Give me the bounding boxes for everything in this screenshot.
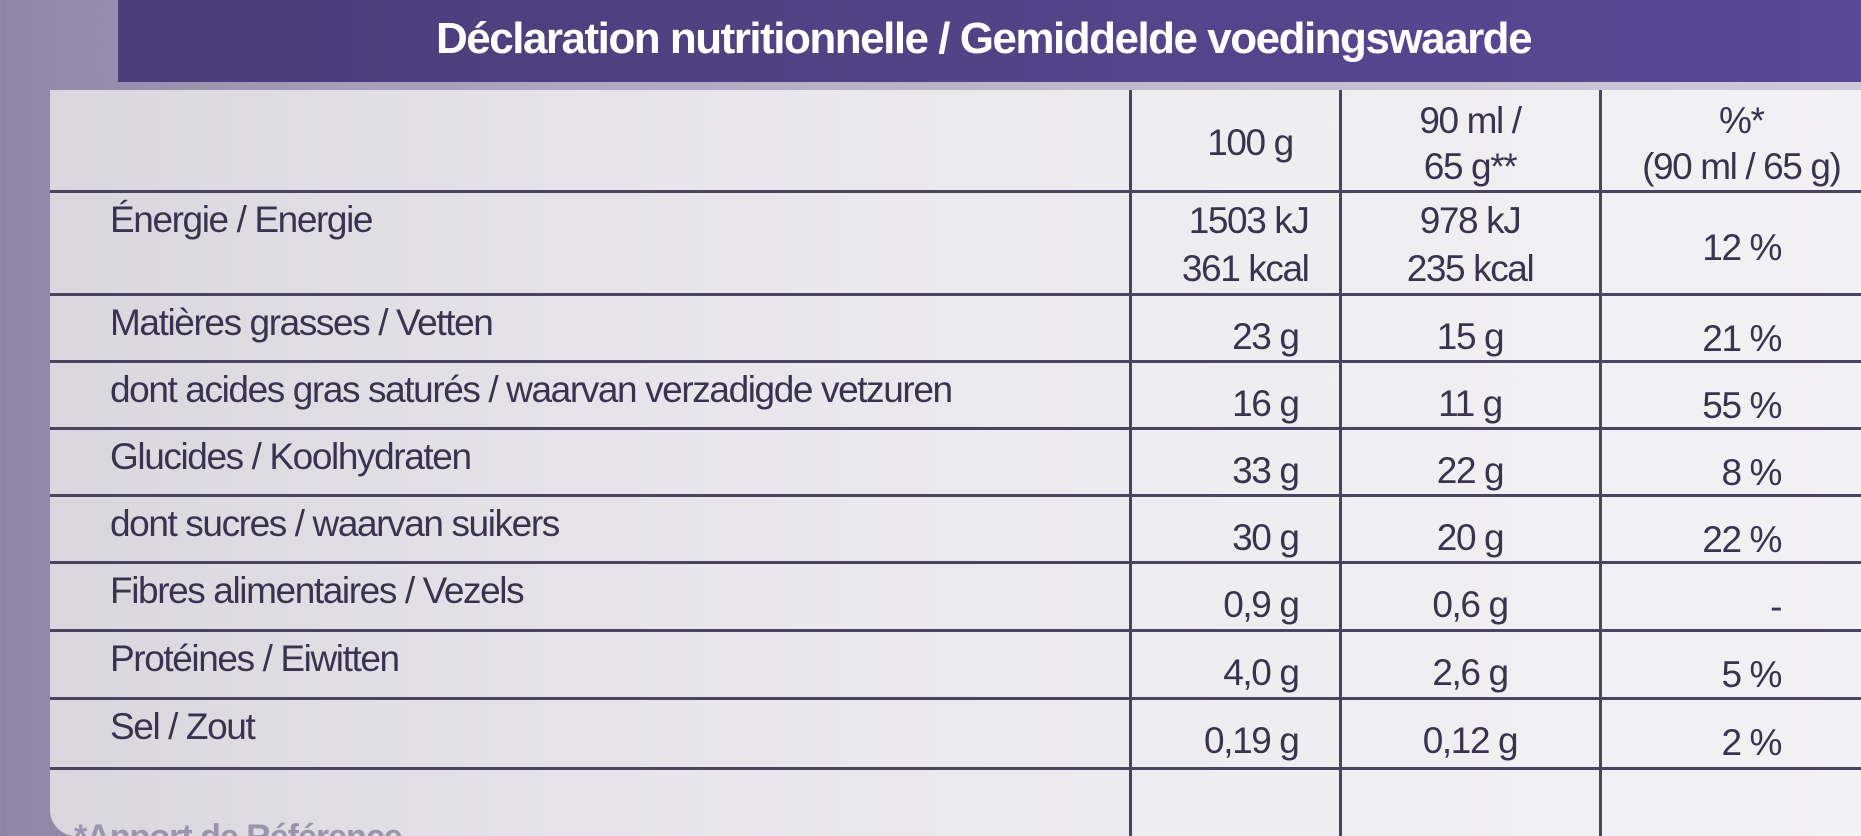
row-label: Fibres alimentaires / Vezels [50, 561, 1132, 632]
row-label: Protéines / Eiwitten [50, 629, 1132, 700]
energy-per-serving-kcal: 235 kcal [1406, 248, 1535, 289]
nutrition-table-area: 100 g 90 ml / 65 g** %* (90 ml / 65 g) É… [50, 90, 1861, 836]
table-row-energy: Énergie / Energie 1503 kJ 361 kcal 978 k… [50, 190, 1861, 296]
value-per-serving: 0,12 g [1338, 697, 1602, 770]
energy-per-100g: 1503 kJ 361 kcal [1128, 190, 1342, 296]
table-row: Protéines / Eiwitten 4,0 g 2,6 g 5 % [50, 629, 1861, 700]
row-label: Matières grasses / Vetten [50, 293, 1132, 363]
value-per-100g: 33 g [1128, 427, 1342, 497]
value-reference-intake: 22 % [1598, 494, 1861, 564]
table-row: dont acides gras saturés / waarvan verza… [50, 360, 1861, 430]
row-label: dont sucres / waarvan suikers [50, 494, 1132, 564]
value-reference-intake: 2 % [1598, 697, 1861, 770]
row-label: Glucides / Koolhydraten [50, 427, 1132, 497]
energy-per-serving-kj: 978 kJ [1419, 200, 1522, 241]
value-per-serving: 22 g [1338, 427, 1602, 497]
nutrition-title: Déclaration nutritionnelle / Gemiddelde … [118, 0, 1861, 82]
value-per-100g [1128, 767, 1342, 836]
serving-header-line2: 65 g** [1423, 146, 1518, 187]
row-label: Sel / Zout [50, 697, 1132, 770]
value-per-serving: 15 g [1338, 293, 1602, 363]
value-per-100g: 0,19 g [1128, 697, 1342, 770]
row-label-energy: Énergie / Energie [50, 190, 1132, 296]
serving-header-line1: 90 ml / [1419, 100, 1522, 141]
row-label: dont acides gras saturés / waarvan verza… [50, 360, 1132, 430]
header-empty-cell [50, 90, 1132, 193]
table-row: Sel / Zout 0,19 g 0,12 g 2 % [50, 697, 1861, 770]
ri-header-line1: %* [1719, 100, 1765, 141]
row-label [50, 767, 1132, 836]
value-per-100g: 23 g [1128, 293, 1342, 363]
table-row: Fibres alimentaires / Vezels 0,9 g 0,6 g… [50, 561, 1861, 632]
table-row: dont sucres / waarvan suikers 30 g 20 g … [50, 494, 1861, 564]
value-per-100g: 16 g [1128, 360, 1342, 430]
nutrition-table: 100 g 90 ml / 65 g** %* (90 ml / 65 g) É… [50, 90, 1861, 836]
value-reference-intake: 8 % [1598, 427, 1861, 497]
value-per-100g: 0,9 g [1128, 561, 1342, 632]
energy-per-100g-kcal: 361 kcal [1181, 248, 1310, 289]
value-per-serving: 0,6 g [1338, 561, 1602, 632]
value-reference-intake: - [1598, 561, 1861, 632]
table-row: Matières grasses / Vetten 23 g 15 g 21 % [50, 293, 1861, 363]
nutrition-label-panel: Déclaration nutritionnelle / Gemiddelde … [20, 0, 1861, 836]
column-header-per-100g: 100 g [1128, 90, 1342, 193]
column-header-per-serving: 90 ml / 65 g** [1338, 90, 1602, 193]
value-per-100g: 30 g [1128, 494, 1342, 564]
energy-per-100g-kj: 1503 kJ [1188, 200, 1310, 241]
table-header-row: 100 g 90 ml / 65 g** %* (90 ml / 65 g) [50, 90, 1861, 193]
value-reference-intake: 21 % [1598, 293, 1861, 363]
energy-reference-intake: 12 % [1598, 190, 1861, 296]
column-header-reference-intake: %* (90 ml / 65 g) [1598, 90, 1861, 193]
value-reference-intake: 5 % [1598, 629, 1861, 700]
value-reference-intake [1598, 767, 1861, 836]
value-reference-intake: 55 % [1598, 360, 1861, 430]
footnote-text: *Apport de Référence [74, 818, 403, 836]
value-per-serving: 2,6 g [1338, 629, 1602, 700]
table-row: Glucides / Koolhydraten 33 g 22 g 8 % [50, 427, 1861, 497]
energy-per-serving: 978 kJ 235 kcal [1338, 190, 1602, 296]
table-row [50, 767, 1861, 836]
value-per-serving: 11 g [1338, 360, 1602, 430]
value-per-serving: 20 g [1338, 494, 1602, 564]
value-per-100g: 4,0 g [1128, 629, 1342, 700]
ri-header-line2: (90 ml / 65 g) [1642, 146, 1842, 187]
value-per-serving [1338, 767, 1602, 836]
